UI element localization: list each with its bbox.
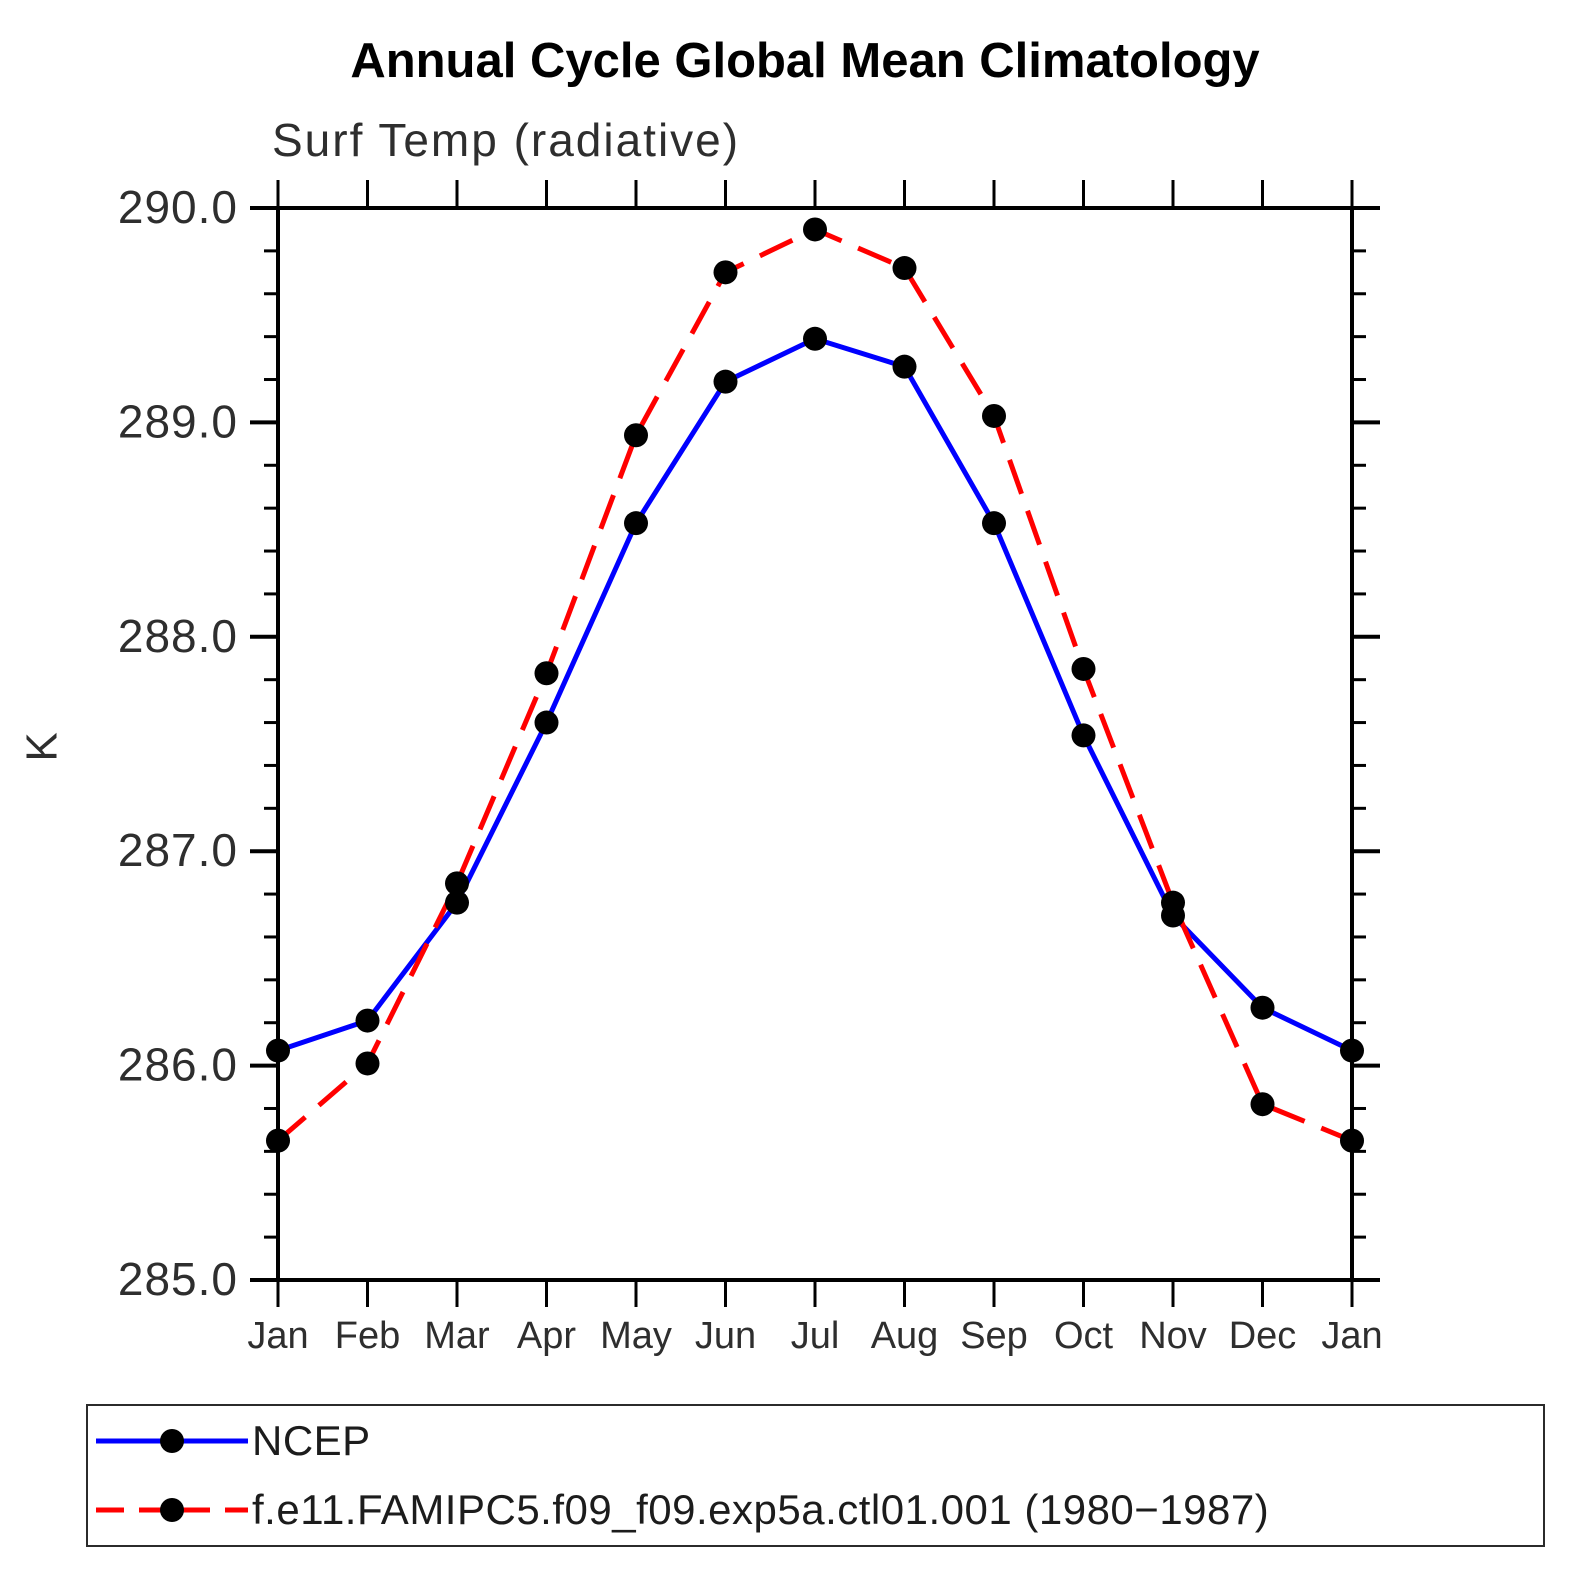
x-tick-label: Mar bbox=[424, 1315, 490, 1357]
data-point-series-0 bbox=[892, 354, 917, 379]
data-point-series-0 bbox=[1340, 1038, 1364, 1063]
y-tick-label: 288.0 bbox=[118, 610, 238, 662]
legend-label-model: f.e11.FAMIPC5.f09_f09.exp5a.ctl01.001 (1… bbox=[252, 1486, 1270, 1534]
data-point-series-1 bbox=[266, 1128, 290, 1153]
x-tick-label: Feb bbox=[335, 1315, 400, 1357]
x-tick-label: Jan bbox=[247, 1315, 308, 1357]
y-tick-label: 290.0 bbox=[118, 181, 238, 233]
x-tick-label: Jun bbox=[695, 1315, 756, 1357]
data-point-series-0 bbox=[624, 511, 648, 536]
x-tick-label: Apr bbox=[517, 1315, 576, 1357]
x-tick-label: Dec bbox=[1229, 1315, 1297, 1357]
data-point-series-0 bbox=[355, 1008, 380, 1033]
data-point-series-0 bbox=[534, 710, 559, 735]
x-tick-label: Oct bbox=[1054, 1315, 1114, 1357]
plot-frame bbox=[276, 206, 1354, 1282]
x-tick-label: Sep bbox=[960, 1315, 1028, 1357]
data-point-series-1 bbox=[1161, 890, 1185, 915]
legend-item-ncep: NCEP bbox=[88, 1406, 1543, 1476]
legend-line-sample-solid bbox=[96, 1428, 248, 1453]
legend-item-model: f.e11.FAMIPC5.f09_f09.exp5a.ctl01.001 (1… bbox=[88, 1476, 1543, 1546]
y-tick-label: 287.0 bbox=[118, 824, 238, 876]
data-point-series-1 bbox=[1071, 656, 1096, 681]
data-point-series-0 bbox=[713, 369, 738, 394]
y-tick-label: 286.0 bbox=[118, 1039, 238, 1091]
chart-subtitle: Surf Temp (radiative) bbox=[272, 114, 741, 166]
data-point-series-1 bbox=[534, 661, 559, 686]
data-point-series-1 bbox=[713, 260, 738, 285]
data-point-series-1 bbox=[982, 403, 1006, 428]
x-tick-label: Jan bbox=[1321, 1315, 1382, 1357]
data-point-series-1 bbox=[1250, 1092, 1275, 1117]
data-point-series-0 bbox=[1071, 723, 1096, 748]
data-point-series-0 bbox=[266, 1038, 290, 1063]
legend-marker-dot bbox=[160, 1498, 184, 1523]
data-point-series-1 bbox=[624, 423, 648, 448]
data-point-series-0 bbox=[982, 511, 1006, 536]
legend-marker-dot bbox=[160, 1428, 184, 1453]
data-point-series-1 bbox=[1340, 1128, 1364, 1153]
legend-label-ncep: NCEP bbox=[252, 1416, 371, 1464]
data-point-series-0 bbox=[1250, 995, 1275, 1020]
series-line-1 bbox=[276, 226, 1353, 1143]
x-tick-label: Jul bbox=[791, 1315, 840, 1357]
data-point-series-1 bbox=[355, 1051, 380, 1076]
chart-title: Annual Cycle Global Mean Climatology bbox=[350, 34, 1260, 88]
y-tick-label: 285.0 bbox=[118, 1253, 238, 1305]
data-point-series-1 bbox=[892, 256, 917, 281]
x-tick-label: May bbox=[600, 1315, 672, 1357]
data-point-series-1 bbox=[803, 217, 827, 242]
x-tick-label: Nov bbox=[1139, 1315, 1207, 1357]
legend-line-sample-dashed bbox=[96, 1498, 248, 1523]
x-tick-label: Aug bbox=[871, 1315, 939, 1357]
legend-box: NCEP f.e11.FAMIPC5.f09_f09.exp5a.ctl01.0… bbox=[86, 1404, 1545, 1547]
data-point-series-0 bbox=[803, 326, 827, 351]
y-tick-label: 289.0 bbox=[118, 395, 238, 447]
data-point-series-0 bbox=[445, 890, 469, 915]
data-point-series-1 bbox=[445, 871, 469, 896]
